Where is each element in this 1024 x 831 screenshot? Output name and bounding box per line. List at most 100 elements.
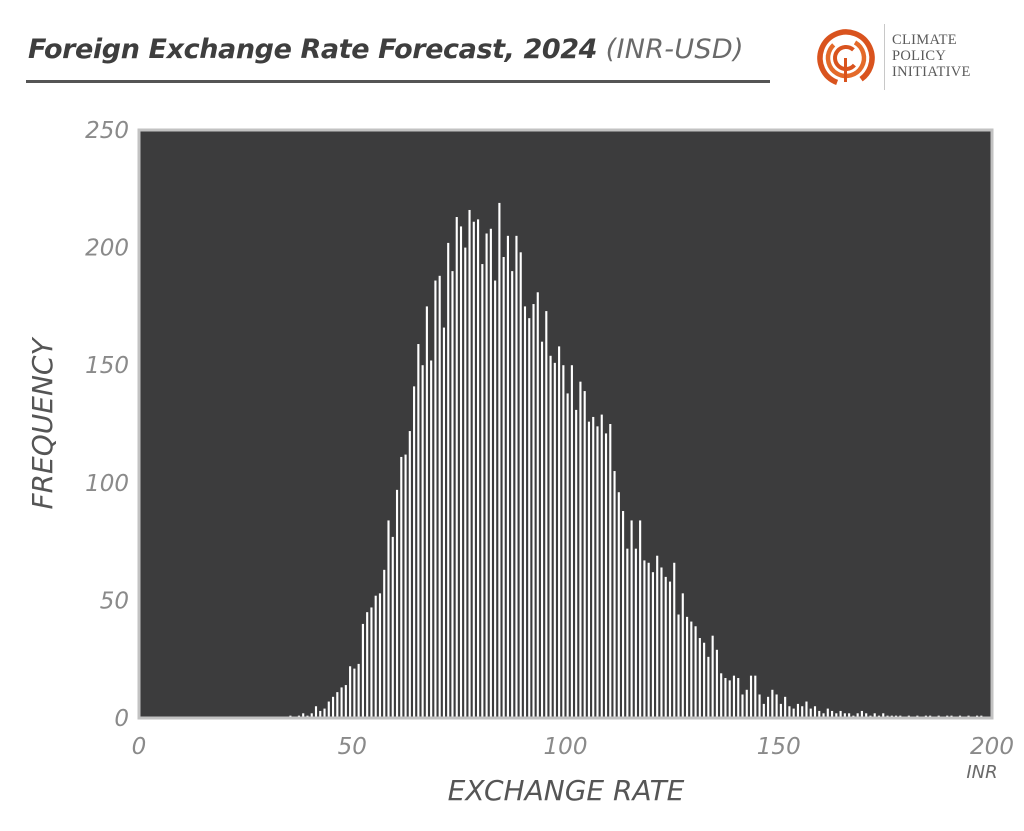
histogram-bar <box>370 607 373 718</box>
histogram-bar <box>378 593 382 718</box>
histogram-bar <box>647 562 650 718</box>
histogram-bar <box>472 221 475 719</box>
histogram-bar <box>792 708 795 718</box>
histogram-bar <box>562 365 565 718</box>
histogram-bar <box>549 355 552 718</box>
plot-border <box>137 128 994 720</box>
histogram-bar <box>515 235 518 718</box>
histogram-bar <box>613 471 616 718</box>
histogram-bar <box>477 219 480 718</box>
histogram-bar <box>587 421 591 718</box>
histogram-bar <box>523 306 527 718</box>
histogram-bar <box>822 713 825 718</box>
x-tick-label: 150 <box>757 734 801 760</box>
histogram-bar <box>404 454 407 718</box>
histogram-bar <box>848 713 851 718</box>
histogram-bar <box>715 649 718 718</box>
histogram-bar <box>575 409 578 718</box>
histogram-bar <box>694 626 697 718</box>
histogram-bar <box>805 701 808 718</box>
histogram-bar <box>511 271 514 718</box>
histogram-bar <box>677 614 680 718</box>
y-tick-label: 200 <box>85 236 129 262</box>
x-tick-label: 200 <box>970 734 1014 760</box>
histogram-bar <box>673 562 676 718</box>
histogram-bar <box>387 520 390 718</box>
histogram-bar <box>711 635 714 718</box>
histogram-bar <box>357 663 360 718</box>
histogram-bar <box>353 668 356 718</box>
histogram-bar <box>395 489 399 718</box>
x-axis-title: EXCHANGE RATE <box>448 774 685 807</box>
logo-swirl-icon <box>817 29 875 87</box>
x-tick-label: 100 <box>544 734 588 760</box>
histogram-bar <box>809 708 812 718</box>
histogram-bar <box>626 548 629 718</box>
histogram-bar <box>660 567 663 718</box>
histogram-bar <box>545 311 548 718</box>
histogram-bar <box>656 555 659 718</box>
histogram-bar <box>566 393 569 718</box>
histogram-bar <box>604 433 608 718</box>
histogram-bar <box>374 595 377 718</box>
histogram-bar <box>882 713 885 718</box>
histogram-bar <box>413 386 416 718</box>
chart-title-sub: (INR-USD) <box>605 34 744 65</box>
chart-title: Foreign Exchange Rate Forecast, 2024 (IN… <box>28 34 744 65</box>
histogram-bar <box>609 424 612 718</box>
x-tick-label: 0 <box>132 734 147 760</box>
histogram-bar <box>336 692 339 718</box>
histogram-bar <box>826 708 829 718</box>
histogram-bar <box>754 675 757 718</box>
histogram-bar <box>344 685 347 718</box>
histogram-bar <box>664 576 667 718</box>
histogram-bar <box>788 706 791 718</box>
histogram-bar <box>724 678 727 718</box>
logo-text-line: CLIMATE <box>892 32 957 48</box>
logo-text-line: INITIATIVE <box>892 64 971 80</box>
histogram-bar <box>865 713 868 718</box>
histogram-bar <box>302 713 305 718</box>
histogram-bar <box>340 687 343 718</box>
histogram-bar <box>532 304 535 718</box>
y-axis-title: FREQUENCY <box>26 337 59 510</box>
histogram-bar <box>366 612 369 718</box>
histogram-bar <box>502 257 505 718</box>
histogram-bar <box>732 675 736 718</box>
histogram-bar <box>519 252 522 719</box>
histogram-bar <box>323 708 326 718</box>
histogram-bar <box>455 217 458 718</box>
logo-wordmark: CLIMATE POLICY INITIATIVE <box>892 32 971 80</box>
histogram-bar <box>447 242 450 718</box>
histogram-bar <box>668 581 672 718</box>
histogram-bar <box>762 703 765 718</box>
y-tick-label: 150 <box>85 353 129 379</box>
logo-divider <box>884 24 885 90</box>
histogram-bar <box>801 706 804 718</box>
histogram-bar <box>818 710 821 718</box>
bar-series <box>289 202 983 719</box>
histogram-bar <box>873 713 876 718</box>
histogram-bar <box>779 703 782 718</box>
y-tick-label: 100 <box>85 471 129 497</box>
x-axis-unit: INR <box>966 762 997 783</box>
chart-title-main: Foreign Exchange Rate Forecast, 2024 <box>28 34 598 65</box>
histogram-bar <box>622 511 625 718</box>
histogram-bar <box>707 656 710 718</box>
histogram-bar <box>685 616 689 718</box>
histogram-bar <box>481 264 484 718</box>
logo-text-line: POLICY <box>892 48 947 64</box>
histogram-bar <box>698 638 701 718</box>
histogram-bar <box>690 621 693 718</box>
histogram-bar <box>703 642 706 718</box>
climate-policy-initiative-logo: CLIMATE POLICY INITIATIVE <box>812 22 1002 94</box>
histogram-bar <box>796 703 800 718</box>
histogram-bar <box>464 247 467 718</box>
histogram-bar <box>498 202 501 718</box>
histogram-bar <box>745 689 748 718</box>
histogram-bar <box>720 673 723 718</box>
histogram-bar <box>749 675 753 718</box>
histogram-bar <box>451 271 454 718</box>
histogram-bar <box>528 318 531 718</box>
histogram-bar <box>540 341 544 718</box>
